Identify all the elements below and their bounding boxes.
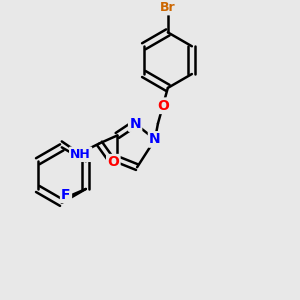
Text: N: N xyxy=(149,132,161,146)
Text: N: N xyxy=(129,117,141,130)
Text: Br: Br xyxy=(160,1,176,14)
Text: F: F xyxy=(61,188,71,202)
Text: O: O xyxy=(157,99,169,113)
Text: NH: NH xyxy=(70,148,91,161)
Text: O: O xyxy=(107,155,119,169)
